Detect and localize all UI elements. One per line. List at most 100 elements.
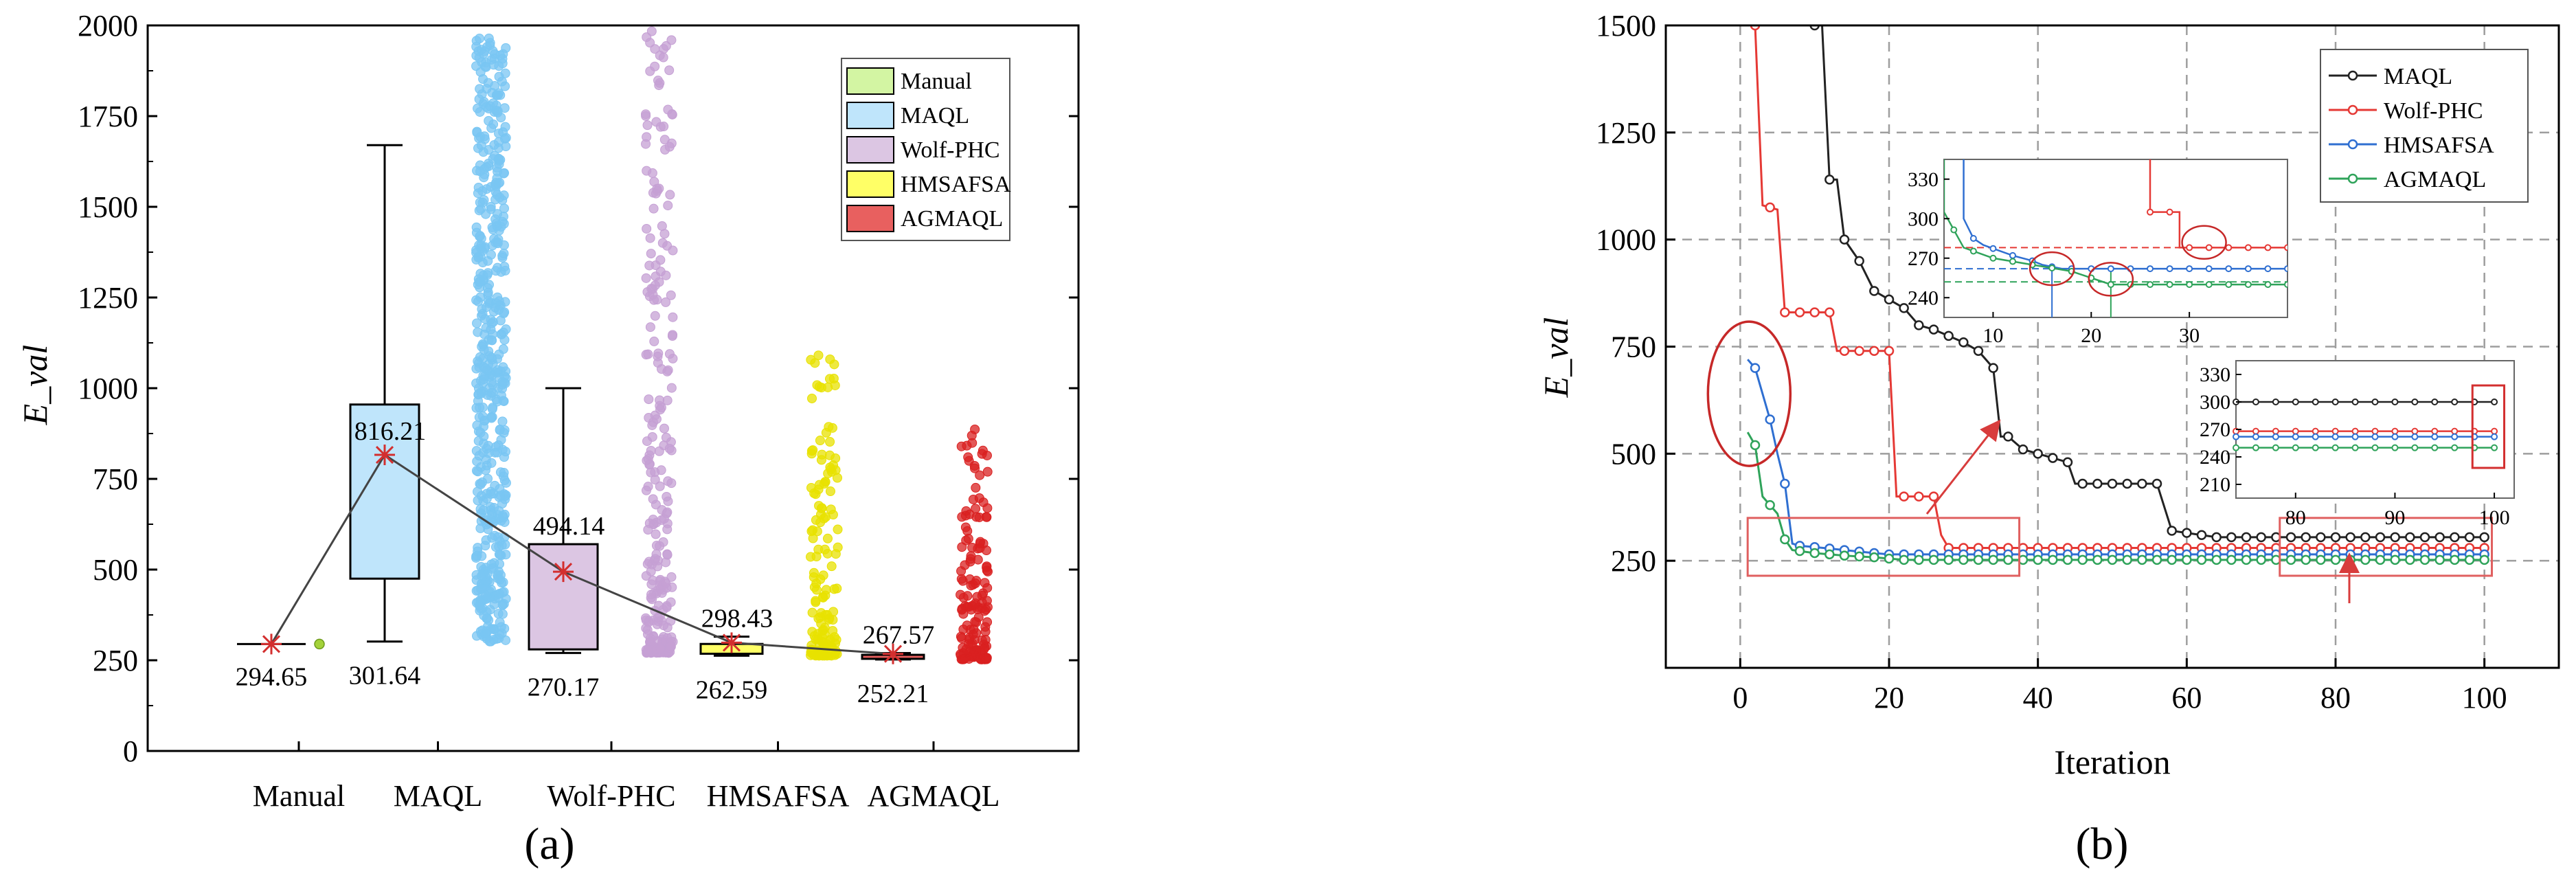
inset-y-tick-label: 330 [1908, 168, 1939, 191]
data-point [826, 561, 837, 572]
inset-marker [2284, 265, 2287, 273]
series-marker [2033, 554, 2043, 565]
data-point [483, 440, 493, 451]
series-marker [2390, 532, 2400, 543]
series-marker [2434, 532, 2445, 543]
legend-marker [2347, 104, 2358, 115]
x-tick-label: 100 [2462, 681, 2507, 715]
inset-b-marker [2272, 444, 2279, 451]
series-marker [2062, 457, 2073, 468]
data-point [823, 382, 833, 392]
inset-marker [1969, 247, 1977, 255]
data-point [651, 529, 661, 539]
series-marker [2196, 530, 2207, 541]
series-marker [2182, 528, 2192, 538]
inset-b-marker [2272, 433, 2279, 440]
series-marker [2211, 532, 2222, 543]
data-point [473, 467, 483, 477]
inset-b-marker [2391, 398, 2399, 405]
data-point [642, 644, 653, 655]
legend-swatch [846, 136, 894, 164]
inset-marker [2107, 281, 2114, 289]
inset-b-marker [2331, 433, 2339, 440]
panel-a-y-axis-label: E_val [16, 345, 54, 426]
inset-marker [2166, 208, 2173, 216]
data-point [641, 273, 651, 283]
data-point [474, 362, 484, 372]
data-point [471, 446, 482, 456]
min-value-label: 301.64 [349, 662, 421, 690]
data-point [494, 296, 504, 306]
data-point [662, 508, 672, 519]
data-point [956, 590, 966, 600]
series-marker [2211, 554, 2222, 565]
data-point [495, 315, 506, 326]
inset-b-marker [2371, 433, 2379, 440]
data-point [653, 561, 663, 572]
series-marker [2419, 532, 2430, 543]
inset-b-marker [2233, 444, 2239, 451]
inset-marker [2225, 265, 2233, 273]
series-marker [1943, 330, 1954, 341]
legend-label: HMSAFSA [901, 172, 1011, 197]
data-point [478, 271, 488, 281]
series-marker [2375, 532, 2386, 543]
series-marker [2151, 478, 2162, 489]
inset-y-tick-label: 300 [2200, 391, 2230, 414]
data-point [816, 608, 826, 618]
data-point [642, 559, 653, 569]
data-point [490, 530, 500, 541]
inset-marker [2225, 244, 2233, 251]
data-point [497, 540, 507, 550]
data-point [497, 329, 507, 339]
inset-b-marker [2391, 427, 2399, 435]
data-point [499, 168, 510, 178]
series-marker [1928, 324, 1939, 335]
data-point [982, 583, 993, 593]
data-point [486, 201, 496, 212]
data-point [661, 270, 671, 280]
data-point [501, 478, 511, 488]
data-point [957, 542, 967, 552]
data-point [811, 579, 822, 589]
panel-b-legend: MAQL Wolf-PHC HMSAFSA AGMAQL [2320, 49, 2529, 203]
x-tick-label: HMSAFSA [707, 779, 850, 813]
data-point [656, 465, 666, 475]
series-wolf-phc [1750, 25, 2489, 553]
series-marker [2122, 478, 2132, 489]
data-point [478, 49, 488, 59]
inset-b-marker [2411, 444, 2419, 451]
inset-b-marker [2451, 433, 2459, 440]
data-point [471, 403, 482, 413]
series-marker [2256, 532, 2266, 543]
inset-b-marker [2312, 433, 2319, 440]
y-tick-label: 250 [1611, 544, 1656, 578]
data-point [655, 541, 665, 551]
data-point [968, 494, 978, 504]
min-value-label: 262.59 [696, 675, 768, 704]
series-marker [1884, 346, 1895, 356]
x-tick-label: 20 [1874, 681, 1904, 715]
data-point [494, 506, 504, 516]
data-point [477, 477, 488, 487]
data-point [650, 475, 660, 485]
x-tick-label: Wolf-PHC [547, 779, 675, 813]
data-point [479, 131, 490, 142]
mean-marker [553, 561, 574, 583]
inset-b-marker [2351, 427, 2359, 435]
data-point [662, 395, 673, 405]
series-marker [2464, 554, 2475, 565]
legend-swatch [846, 205, 894, 232]
data-point [486, 352, 497, 363]
data-point [970, 463, 980, 473]
series-marker [2479, 554, 2489, 565]
series-marker [2450, 554, 2460, 565]
data-point [658, 52, 668, 63]
data-point [811, 597, 821, 607]
y-tick-label: 1500 [1596, 9, 1656, 43]
data-point [645, 233, 655, 243]
data-point [654, 183, 664, 194]
series-marker [1824, 549, 1835, 560]
x-tick-label: 80 [2320, 681, 2351, 715]
data-point [653, 348, 664, 359]
